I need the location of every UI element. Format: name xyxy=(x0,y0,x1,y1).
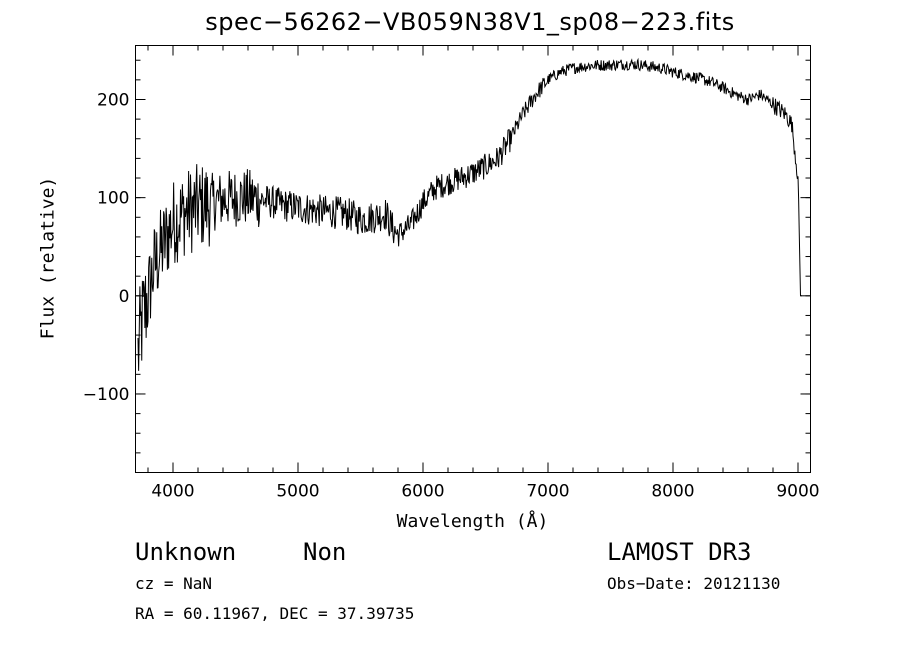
redshift-cz: cz = NaN xyxy=(135,574,213,593)
y-tick-label: 100 xyxy=(97,189,129,209)
x-tick-label: 4000 xyxy=(151,482,194,502)
object-class: Unknown xyxy=(135,538,237,566)
x-tick-label: 7000 xyxy=(526,482,569,502)
object-subclass: Non xyxy=(303,538,347,566)
x-axis-label: Wavelength (Å) xyxy=(396,511,549,532)
y-tick-label: −100 xyxy=(83,385,130,405)
plot-frame xyxy=(135,45,811,473)
chart-title: spec−56262−VB059N38V1_sp08−223.fits xyxy=(205,8,735,36)
flux-series-line xyxy=(137,57,802,371)
obs-date: Obs−Date: 20121130 xyxy=(607,574,781,593)
tick-labels: 4000 5000 6000 7000 8000 9000 −100 0 100 200 xyxy=(83,90,820,501)
ra-dec-coords: RA = 60.11967, DEC = 37.39735 xyxy=(135,604,415,623)
y-axis-label: Flux (relative) xyxy=(37,176,59,340)
x-tick-label: 8000 xyxy=(651,482,694,502)
major-ticks xyxy=(135,45,811,473)
x-tick-label: 5000 xyxy=(276,482,319,502)
y-tick-label: 0 xyxy=(119,287,130,307)
x-tick-label: 6000 xyxy=(401,482,444,502)
survey-name: LAMOST DR3 xyxy=(607,538,752,566)
x-tick-label: 9000 xyxy=(776,482,819,502)
minor-ticks xyxy=(135,45,811,473)
y-tick-label: 200 xyxy=(97,90,129,110)
